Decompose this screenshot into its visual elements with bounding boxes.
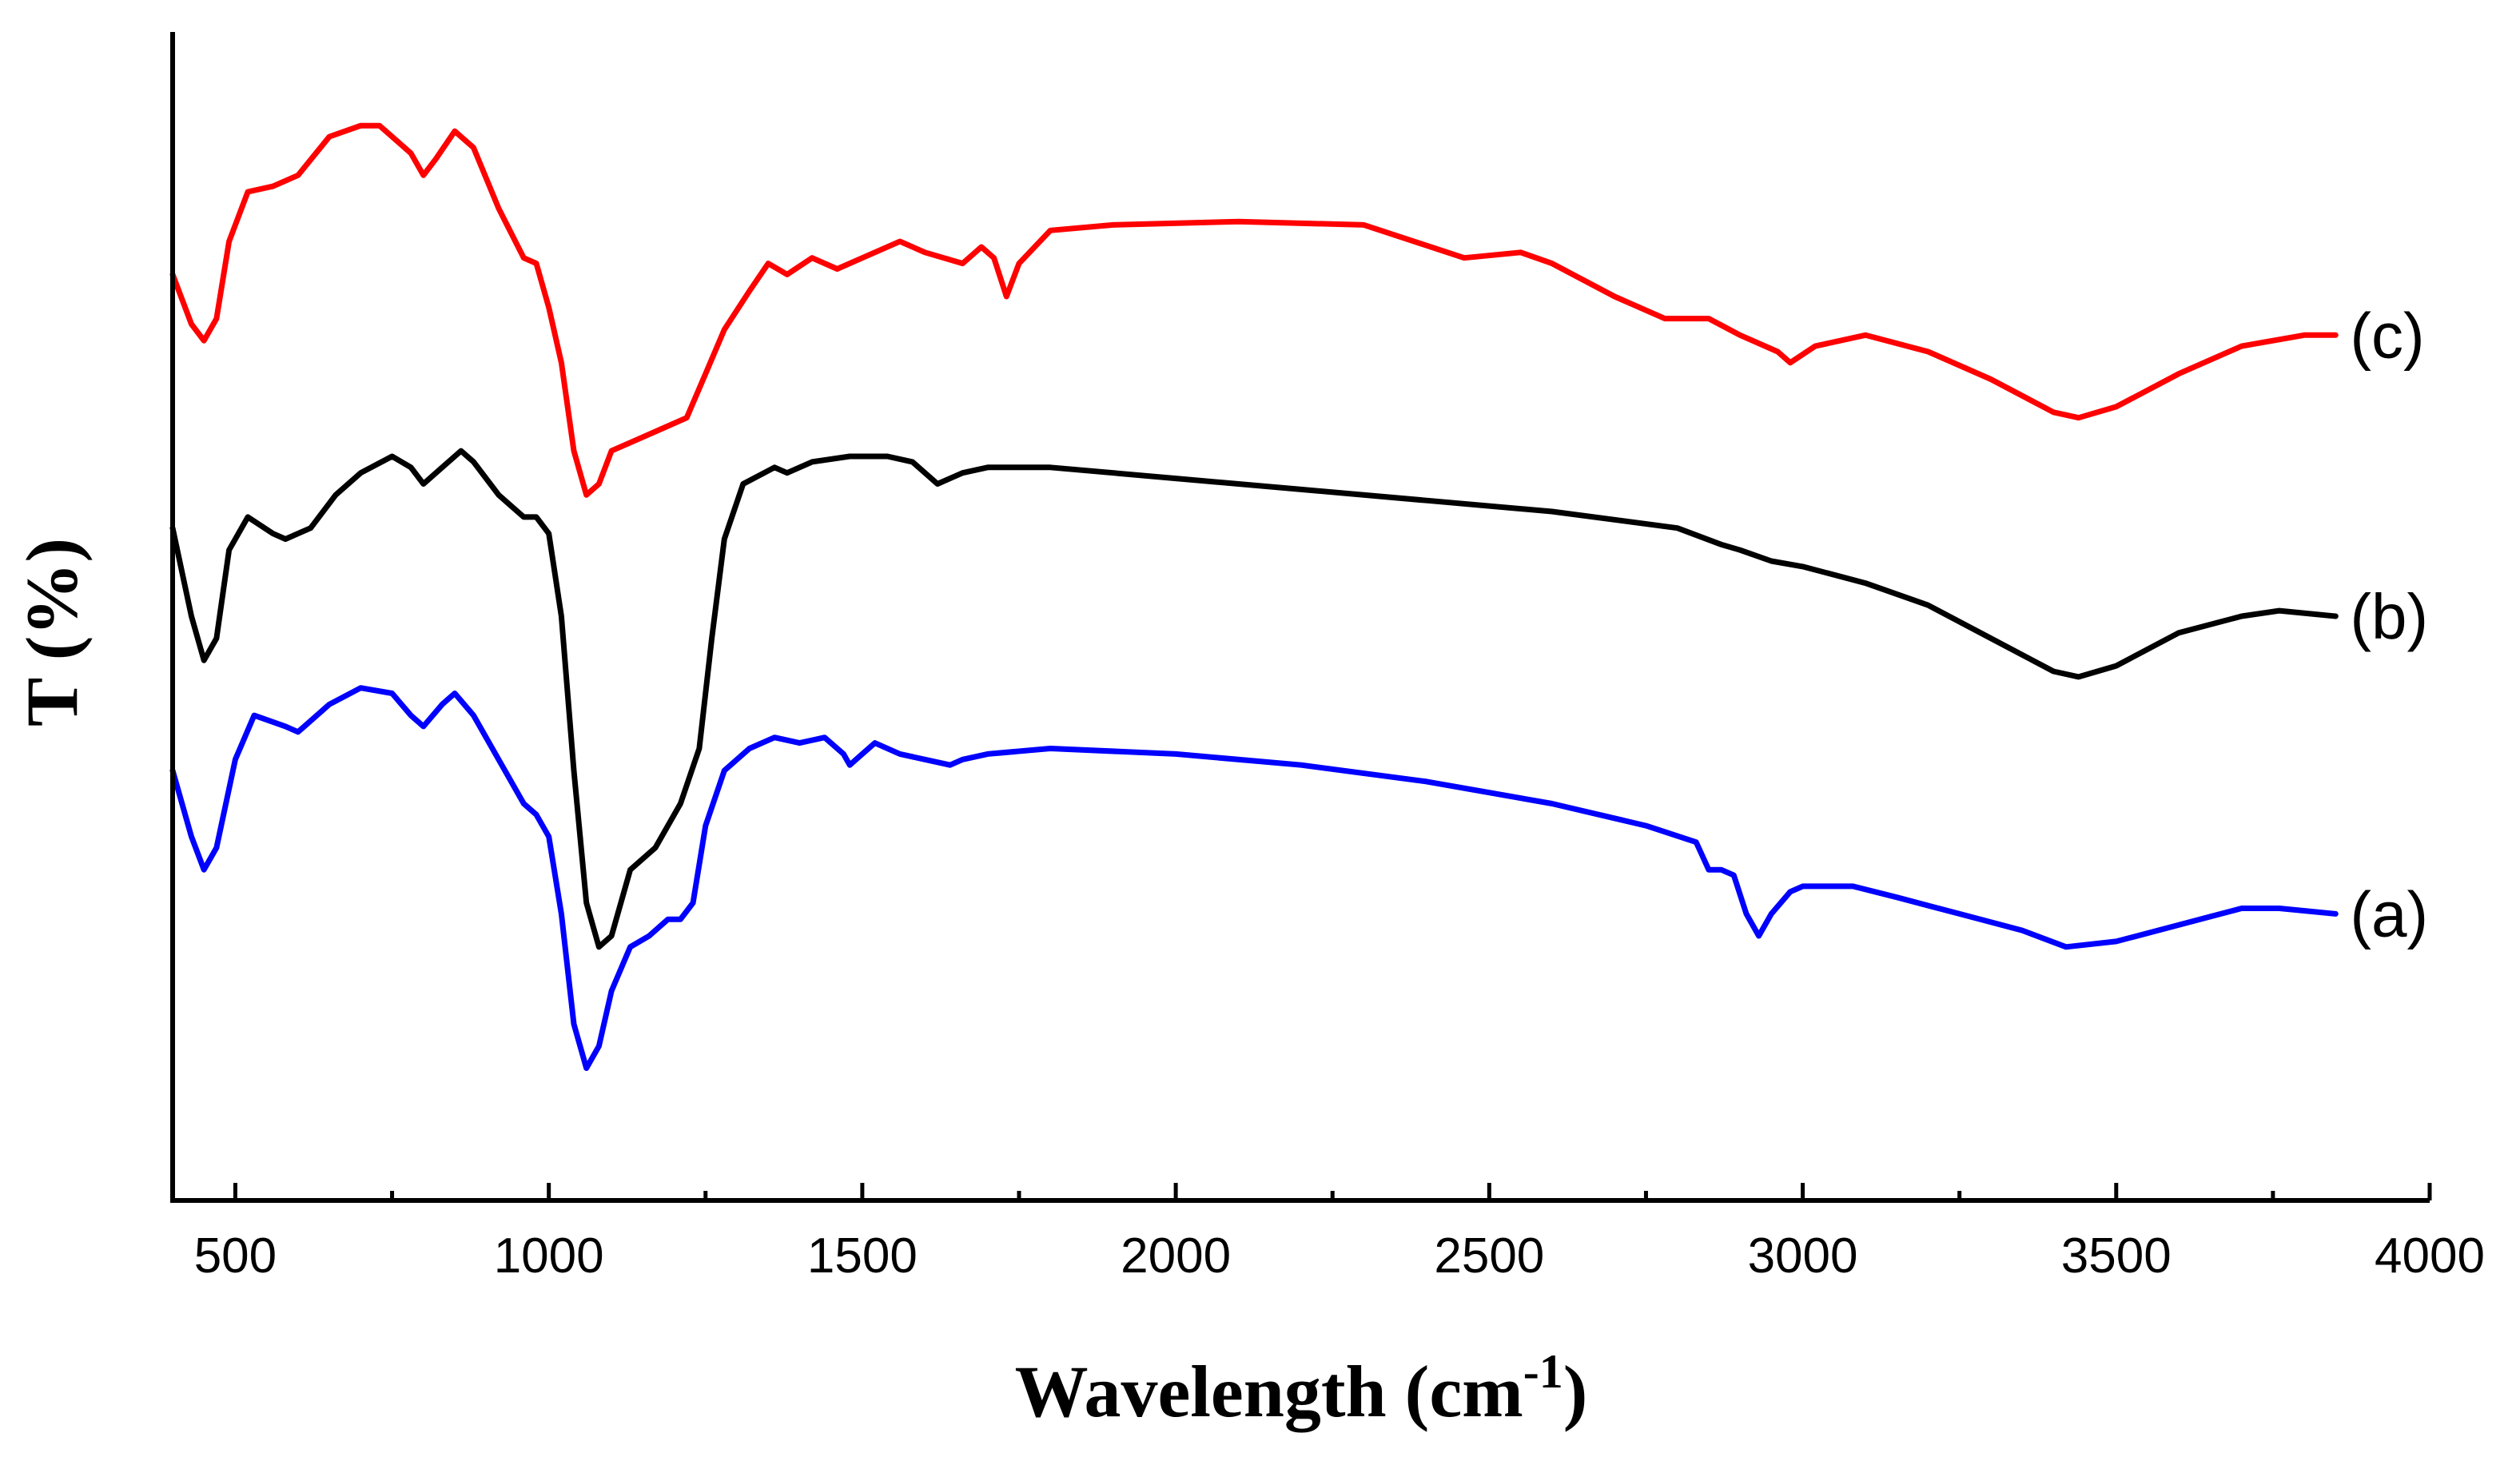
series-label-a: (a) — [2350, 878, 2428, 949]
x-tick-label: 4000 — [2375, 1228, 2485, 1284]
x-axis-title-end: ) — [1563, 1351, 1588, 1432]
x-tick-label: 1500 — [807, 1228, 918, 1284]
series-line-c — [169, 122, 2339, 498]
x-axis-title-superscript: -1 — [1523, 1345, 1563, 1398]
x-axis-title: Wavelength (cm-1) — [1015, 1345, 1588, 1432]
series-label-b: (b) — [2350, 581, 2428, 652]
series-label-c: (c) — [2350, 300, 2424, 371]
x-tick-label: 3000 — [1748, 1228, 1858, 1284]
x-tick-label: 2000 — [1121, 1228, 1231, 1284]
x-axis-title-main: Wavelength (cm — [1015, 1351, 1523, 1432]
x-ticks: 500 1000 1500 2000 2500 3000 3500 4000 — [194, 1183, 2485, 1284]
axes-group — [170, 32, 2430, 1203]
x-tick-label: 500 — [194, 1228, 277, 1284]
series-group — [169, 122, 2339, 1071]
x-tick-label: 2500 — [1434, 1228, 1544, 1284]
series-line-a — [169, 685, 2339, 1071]
x-tick-label: 3500 — [2061, 1228, 2172, 1284]
series-labels: (a) (b) (c) — [2350, 300, 2428, 949]
series-line-b — [169, 448, 2339, 950]
y-axis-title: T (%) — [11, 538, 93, 727]
x-tick-label: 1000 — [494, 1228, 604, 1284]
